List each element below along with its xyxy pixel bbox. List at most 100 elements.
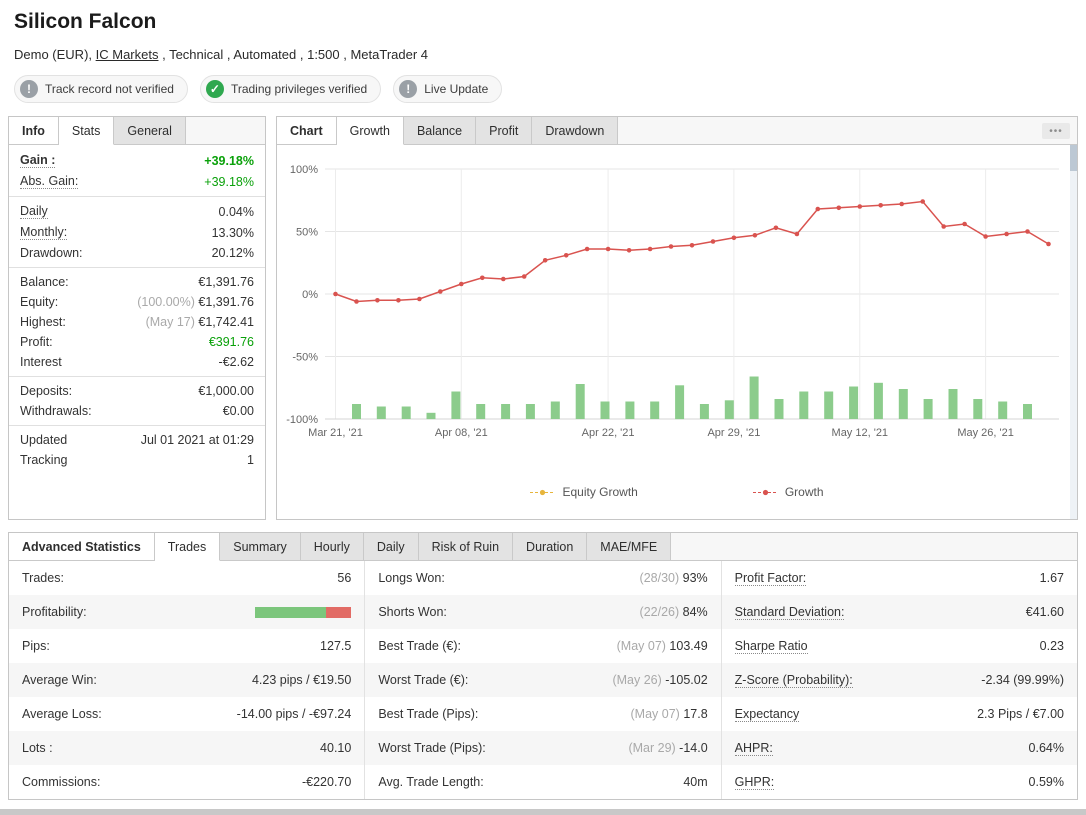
svg-text:-100%: -100% [286,414,318,426]
stat-label[interactable]: Sharpe Ratio [735,639,808,654]
info-label: Highest: [20,315,66,329]
stat-value: 4.23 pips / €19.50 [252,673,351,687]
tab-duration[interactable]: Duration [513,533,587,561]
stat-label[interactable]: Z-Score (Probability): [735,673,853,688]
legend-growth[interactable]: Growth [753,485,824,499]
stat-label[interactable]: Profit Factor: [735,571,807,586]
exclamation-icon: ! [20,80,38,98]
stat-value-note: (22/26) [640,605,683,619]
advanced-statistics-panel: Advanced StatisticsTradesSummaryHourlyDa… [8,532,1078,800]
badge-label: Track record not verified [45,82,174,96]
stat-label: Profitability: [22,605,87,619]
stat-label: Best Trade (Pips): [378,707,478,721]
stat-label: Average Win: [22,673,97,687]
info-label: Daily [20,204,48,219]
info-value: €0.00 [223,404,254,418]
stat-value: €41.60 [1026,605,1064,619]
tab-drawdown[interactable]: Drawdown [532,117,618,145]
stat-label[interactable]: Standard Deviation: [735,605,845,620]
page-title: Silicon Falcon [14,10,1072,34]
tab-trades[interactable]: Trades [155,533,220,561]
info-value-note: (May 17) [146,315,199,329]
stat-value: -14.00 pips / -€97.24 [237,707,352,721]
badge-trading-privileges-verified[interactable]: ✓Trading privileges verified [200,75,381,103]
stat-row-worst-trade-pips: Worst Trade (Pips):(Mar 29) -14.0 [365,731,720,765]
stat-label[interactable]: GHPR: [735,775,775,790]
tab-hourly[interactable]: Hourly [301,533,364,561]
stat-row-profit-factor: Profit Factor:1.67 [722,561,1077,595]
info-section: Deposits:€1,000.00Withdrawals:€0.00 [9,377,265,426]
stat-row-best-trade: Best Trade (€):(May 07) 103.49 [365,629,720,663]
stat-row-average-win: Average Win: 4.23 pips / €19.50 [9,663,364,697]
info-value: €391.76 [209,335,254,349]
stats-column-1: Trades:56Profitability:Pips:127.5Average… [9,561,364,799]
stat-row-standard-deviation: Standard Deviation: €41.60 [722,595,1077,629]
badge-track-record-not-verified[interactable]: ! Track record not verified [14,75,188,103]
badge-label: Live Update [424,82,488,96]
info-value: -€2.62 [219,355,254,369]
info-value: (100.00%) €1,391.76 [137,295,254,309]
info-value: 1 [247,453,254,467]
stat-row-ahpr: AHPR:0.64% [722,731,1077,765]
stat-value: 127.5 [320,639,351,653]
info-label: Interest [20,355,62,369]
tab-general[interactable]: General [114,117,185,145]
info-label: Updated [20,433,67,447]
tabbar-filler [671,533,1077,561]
info-section: UpdatedJul 01 2021 at 01:29 Tracking 1 [9,426,265,474]
info-label: Equity: [20,295,58,309]
info-label: Drawdown: [20,246,83,260]
stat-row-commissions: Commissions:-€220.70 [9,765,364,799]
stat-label: Longs Won: [378,571,444,585]
info-row-tracking: Tracking 1 [9,450,265,470]
tabbar-filler [618,117,1077,145]
info-row-equity: Equity: (100.00%) €1,391.76 [9,292,265,312]
svg-text:Mar 21, '21: Mar 21, '21 [308,427,363,439]
info-label: Balance: [20,275,69,289]
horizontal-scrollbar[interactable] [0,809,1086,815]
tab-mae-mfe[interactable]: MAE/MFE [587,533,671,561]
stat-label[interactable]: AHPR: [735,741,773,756]
subtitle-suffix: , Technical , Automated , 1:500 , MetaTr… [158,47,428,62]
account-page: Silicon Falcon Demo (EUR), IC Markets , … [0,0,1086,815]
stat-row-worst-trade: Worst Trade (€):(May 26) -105.02 [365,663,720,697]
stat-label[interactable]: Expectancy [735,707,800,722]
info-row-deposits: Deposits:€1,000.00 [9,381,265,401]
tab-summary[interactable]: Summary [220,533,300,561]
tab-risk-of-ruin[interactable]: Risk of Ruin [419,533,513,561]
legend-equity-growth[interactable]: Equity Growth [530,485,637,499]
stat-row-avg-trade-length: Avg. Trade Length:40m [365,765,720,799]
chart-panel: ChartGrowthBalanceProfitDrawdown ••• 100… [276,116,1078,520]
info-section: Daily0.04%Monthly:13.30%Drawdown:20.12% [9,197,265,268]
stat-value: (May 07) 17.8 [631,707,708,721]
tab-daily[interactable]: Daily [364,533,419,561]
broker-link[interactable]: IC Markets [96,47,159,62]
svg-text:-50%: -50% [292,352,318,364]
svg-text:Apr 29, '21: Apr 29, '21 [707,427,760,439]
info-panel: InfoStatsGeneral Gain :+39.18%Abs. Gain:… [8,116,266,520]
svg-text:0%: 0% [302,289,318,301]
badge-live-update[interactable]: !Live Update [393,75,502,103]
chart-tabbar: ChartGrowthBalanceProfitDrawdown [277,117,1077,145]
stat-row-profitability: Profitability: [9,595,364,629]
stats-tabbar: Advanced StatisticsTradesSummaryHourlyDa… [9,533,1077,561]
tab-balance[interactable]: Balance [404,117,476,145]
chart-menu-button[interactable]: ••• [1042,123,1070,139]
info-label: Gain : [20,153,55,168]
info-row-gain: Gain :+39.18% [9,150,265,171]
tab-profit[interactable]: Profit [476,117,532,145]
svg-text:Apr 22, '21: Apr 22, '21 [582,427,635,439]
info-label: Tracking [20,453,67,467]
vertical-scrollbar[interactable] [1070,145,1077,519]
stat-value: 56 [337,571,351,585]
stat-value: (May 07) 103.49 [617,639,708,653]
tab-stats[interactable]: Stats [59,117,115,145]
stat-row-expectancy: Expectancy2.3 Pips / €7.00 [722,697,1077,731]
scrollbar-thumb[interactable] [1070,145,1077,171]
tab-growth[interactable]: Growth [337,117,404,145]
svg-text:May 12, '21: May 12, '21 [832,427,889,439]
stat-row-ghpr: GHPR:0.59% [722,765,1077,799]
info-row-drawdown: Drawdown:20.12% [9,243,265,263]
info-row-updated: UpdatedJul 01 2021 at 01:29 [9,430,265,450]
info-value: 0.04% [219,205,254,219]
